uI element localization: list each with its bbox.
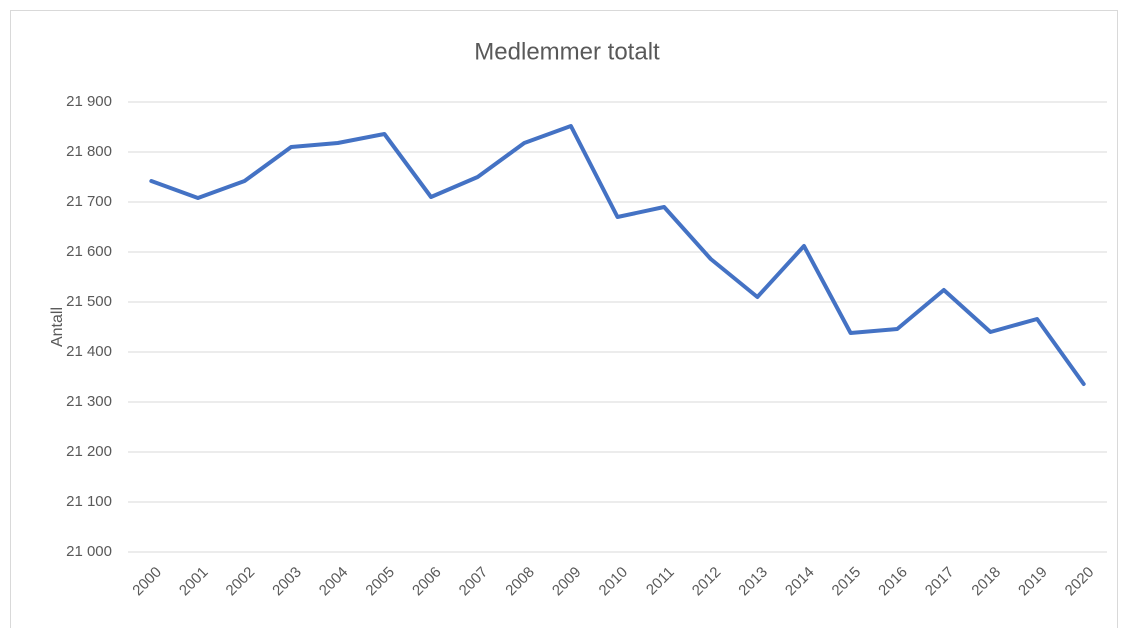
chart-title: Medlemmer totalt xyxy=(474,38,660,65)
y-tick-label: 21 300 xyxy=(66,393,112,410)
y-tick-label: 21 600 xyxy=(66,243,112,260)
y-tick-label: 21 100 xyxy=(66,493,112,510)
y-axis-label: Antall xyxy=(49,307,66,347)
chart-frame xyxy=(10,10,1118,633)
y-tick-label: 21 000 xyxy=(66,543,112,560)
y-tick-label: 21 200 xyxy=(66,443,112,460)
line-series xyxy=(149,124,1086,386)
y-tick-label: 21 400 xyxy=(66,343,112,360)
y-tick-label: 21 900 xyxy=(66,93,112,110)
y-tick-label: 21 800 xyxy=(66,143,112,160)
y-tick-label: 21 500 xyxy=(66,293,112,310)
y-tick-label: 21 700 xyxy=(66,193,112,210)
